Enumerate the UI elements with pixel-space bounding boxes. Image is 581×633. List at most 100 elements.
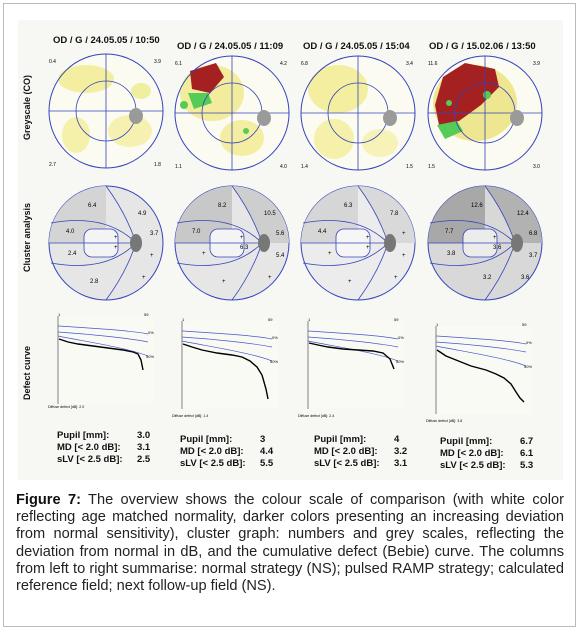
svg-text:1: 1 [436,322,439,327]
cluster-value: + [366,245,370,251]
stat-label: sLV [< 2.5 dB]: [314,458,380,469]
cluster-value: 6.3 [240,245,249,251]
cluster-value: + [328,251,332,257]
stat-label: MD [< 2.0 dB]: [180,446,244,457]
cluster-plot-3: 6.3 7.8 4.4 + + + + + + + [300,185,416,301]
stat-label: Pupil [mm]: [180,434,233,445]
corner-tr: 3.9 [154,59,161,65]
cluster-value: 7.7 [445,229,454,235]
svg-text:Diffuse defect [dB]: 2.4: Diffuse defect [dB]: 2.4 [298,414,334,418]
row-label-defect: Defect curve [22,345,32,400]
column-title-3: OD / G / 24.05.05 / 15:04 [303,41,410,52]
corner-bl: 1.1 [175,164,182,170]
stat-label: MD [< 2.0 dB]: [314,446,378,457]
svg-text:59: 59 [522,322,527,327]
cluster-value: 3.8 [447,251,456,257]
cluster-value: 3.7 [529,253,538,259]
cluster-value: + [150,253,154,259]
corner-tr: 3.4 [406,61,413,67]
svg-text:50%: 50% [270,359,278,364]
cluster-value: 5.6 [276,231,285,237]
svg-text:Diffuse defect [dB]: 1.4: Diffuse defect [dB]: 1.4 [172,414,208,418]
cluster-value: + [348,279,352,285]
corner-bl: 1.4 [301,164,308,170]
column-title-2: OD / G / 24.05.05 / 11:09 [177,41,284,52]
cluster-value: 3.6 [493,245,502,251]
svg-text:50%: 50% [146,354,154,359]
stat-value: 5.5 [260,458,274,469]
corner-tl: 6.8 [301,61,308,67]
greyscale-plot-3: 6.8 3.4 1.4 1.5 [300,55,416,171]
figure-caption: Figure 7: The overview shows the colour … [16,492,564,595]
stat-value: 3.1 [137,442,151,453]
cluster-value: + [402,253,406,259]
stat-value: 3 [260,434,266,445]
greyscale-plot-1: 0.4 3.9 2.7 1.8 [48,53,164,169]
stats-block-1: Pupil [mm]: 3.0 MD [< 2.0 dB]: 3.1 sLV [< … [57,430,150,466]
corner-br: 4.0 [280,164,287,170]
caption-text: The overview shows the colour scale of c… [16,492,564,595]
svg-text:1: 1 [308,317,311,322]
cluster-value: + [114,235,118,241]
cluster-value: + [240,235,244,241]
cluster-value: + [493,235,497,241]
stat-value: 5.3 [520,460,534,471]
cluster-value: 10.5 [264,211,276,217]
corner-br: 3.0 [533,164,540,170]
stat-value: 3.0 [137,430,151,441]
stat-value: 6.1 [520,448,534,459]
stat-label: MD [< 2.0 dB]: [440,448,504,459]
stat-label: sLV [< 2.5 dB]: [440,460,506,471]
corner-br: 1.8 [154,162,161,168]
cluster-value: + [268,275,272,281]
svg-text:59: 59 [394,317,399,322]
column-title-1: OD / G / 24.05.05 / 10:50 [53,35,160,46]
stats-block-3: Pupil [mm]: 4 MD [< 2.0 dB]: 3.2 sLV [< 2.… [314,434,407,470]
corner-tl: 0.4 [49,59,56,65]
cluster-value: 12.6 [471,203,483,209]
stat-label: Pupil [mm]: [314,434,367,445]
cluster-value: 12.4 [517,211,529,217]
svg-text:1: 1 [58,312,61,317]
cluster-value: 6.8 [529,231,538,237]
stat-label: Pupil [mm]: [440,436,493,447]
defect-curve-2: 1 59 0% 50% Diffuse defect [dB]: 1.4 [172,317,278,418]
cluster-value: 6.4 [88,203,97,209]
row-label-greyscale: Greyscale (CO) [22,74,32,140]
svg-text:50%: 50% [396,359,404,364]
figure-frame [3,3,576,627]
cluster-value: + [222,279,226,285]
corner-br: 1.5 [406,164,413,170]
cluster-value: + [402,231,406,237]
defect-curve-4: 1 59 0% 50% Diffuse defect [dB]: 3.8 [426,322,532,423]
corner-tr: 4.2 [280,61,287,67]
stat-value: 4 [394,434,400,445]
cluster-plot-1: 6.4 4.9 4.0 3.7 + + 2.4 + + 2.8 [48,185,164,301]
corner-bl: 1.5 [428,164,435,170]
stat-value: 3.2 [394,446,408,457]
greyscale-plot-4: 11.6 3.9 1.5 3.0 [427,55,543,171]
corner-bl: 2.7 [49,162,56,168]
column-title-4: OD / G / 15.02.06 / 13:50 [429,41,536,52]
svg-text:Diffuse defect [dB]: 2.0: Diffuse defect [dB]: 2.0 [48,405,84,409]
cluster-value: 6.3 [344,203,353,209]
stat-value: 6.7 [520,436,534,447]
stat-label: sLV [< 2.5 dB]: [180,458,246,469]
cluster-value: 2.8 [90,279,99,285]
cluster-value: 3.7 [150,231,159,237]
svg-text:0%: 0% [398,335,404,340]
cluster-value: + [394,275,398,281]
cluster-value: 4.4 [318,229,327,235]
cluster-value: 4.0 [66,229,75,235]
greyscale-plot-2: 6.1 4.2 1.1 4.0 [174,55,290,171]
svg-text:0%: 0% [148,330,154,335]
svg-text:0%: 0% [272,335,278,340]
stats-block-4: Pupil [mm]: 6.7 MD [< 2.0 dB]: 6.1 sLV [< … [440,436,533,472]
row-label-cluster: Cluster analysis [22,202,32,272]
cluster-value: 3.6 [521,275,530,281]
cluster-value: 3.2 [483,275,492,281]
cluster-value: 4.9 [138,211,147,217]
defect-curve-1: 1 59 0% 50% Diffuse defect [dB]: 2.0 [48,312,154,409]
stat-value: 4.4 [260,446,274,457]
svg-text:59: 59 [268,317,273,322]
